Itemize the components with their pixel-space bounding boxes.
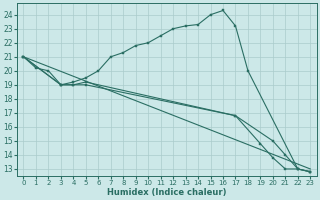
X-axis label: Humidex (Indice chaleur): Humidex (Indice chaleur) [107,188,227,197]
